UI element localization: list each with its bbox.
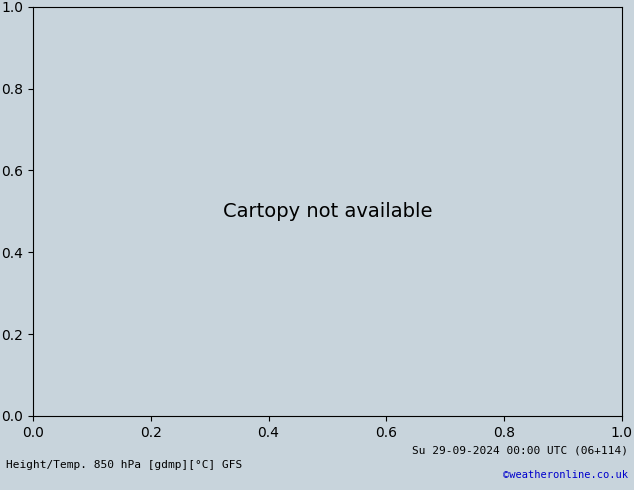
Text: Height/Temp. 850 hPa [gdmp][°C] GFS: Height/Temp. 850 hPa [gdmp][°C] GFS — [6, 461, 243, 470]
Text: ©weatheronline.co.uk: ©weatheronline.co.uk — [503, 470, 628, 480]
Text: Cartopy not available: Cartopy not available — [223, 202, 432, 221]
Text: Su 29-09-2024 00:00 UTC (06+114): Su 29-09-2024 00:00 UTC (06+114) — [411, 446, 628, 456]
